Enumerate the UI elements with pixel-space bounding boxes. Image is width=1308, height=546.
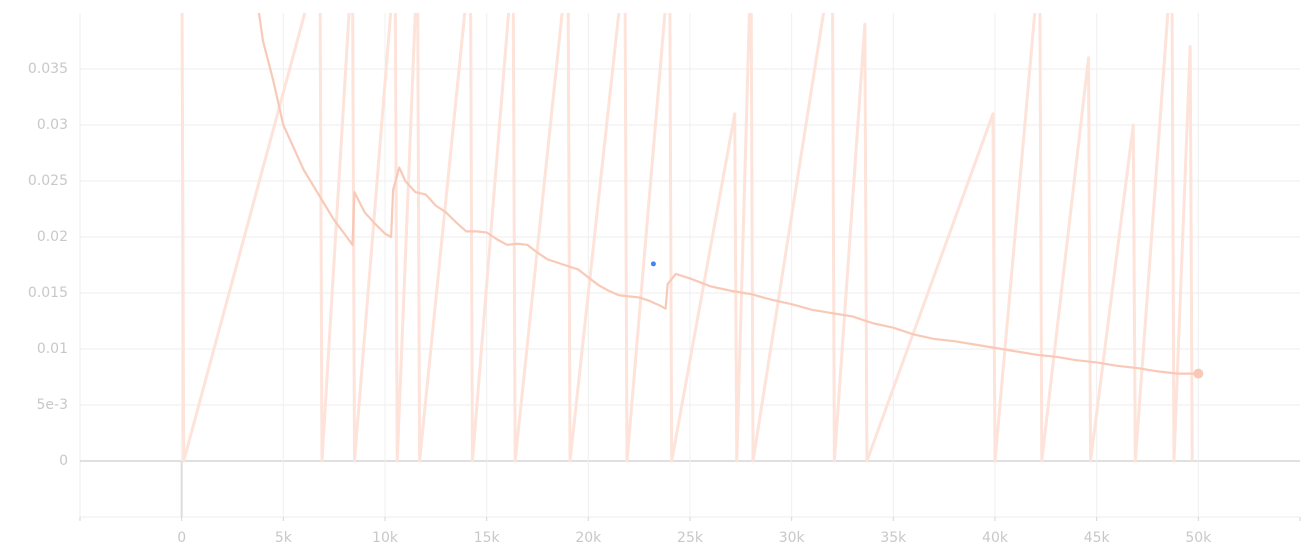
x-tick-label: 10k xyxy=(372,530,399,546)
axis-labels: 0 5e-3 0.01 0.015 0.02 0.025 0.03 0.035 0 5k 10k 15… xyxy=(28,61,1212,546)
x-tick-label: 5k xyxy=(275,530,293,546)
y-tick-label: 0.035 xyxy=(28,61,68,77)
x-tick-label: 30k xyxy=(779,530,806,546)
y-tick-label: 5e-3 xyxy=(37,397,68,413)
y-tick-label: 0.025 xyxy=(28,173,68,189)
y-tick-label: 0.015 xyxy=(28,285,68,301)
y-tick-label: 0.03 xyxy=(37,117,68,133)
end-point xyxy=(1193,368,1204,379)
smoothed-line xyxy=(257,13,1199,375)
y-tick-label: 0 xyxy=(59,453,68,469)
y-tick-label: 0.01 xyxy=(37,341,68,357)
y-tick-label: 0.02 xyxy=(37,229,68,245)
x-tick-label: 25k xyxy=(677,530,704,546)
x-tick-label: 40k xyxy=(982,530,1009,546)
x-tick-label: 0 xyxy=(177,530,186,546)
hover-point xyxy=(650,261,656,267)
grid xyxy=(79,13,1301,521)
x-tick-label: 20k xyxy=(575,530,602,546)
x-tick-label: 35k xyxy=(880,530,907,546)
x-tick-label: 15k xyxy=(474,530,501,546)
raw-line xyxy=(180,13,1194,463)
x-tick-label: 50k xyxy=(1185,530,1212,546)
plot-area xyxy=(180,13,1204,463)
x-tick-label: 45k xyxy=(1084,530,1111,546)
